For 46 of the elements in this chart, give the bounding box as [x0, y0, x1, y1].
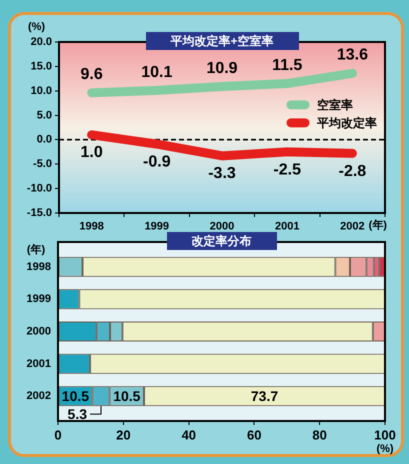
data-label: 9.6 — [80, 66, 103, 84]
data-label: 10.5 — [113, 388, 141, 404]
data-label: 10.5 — [62, 388, 90, 404]
y-tick-label: -15.0 — [26, 207, 52, 220]
legend-label: 空室率 — [317, 98, 353, 112]
y-tick-label: 20.0 — [30, 36, 52, 48]
x-axis-title: (年) — [368, 218, 388, 232]
x-tick-label: 40 — [182, 427, 196, 442]
data-label: 1.0 — [80, 144, 103, 162]
data-label: -3.3 — [208, 165, 236, 182]
y-tick-label: -10.0 — [26, 182, 52, 195]
data-label: -2.8 — [338, 162, 366, 180]
x-tick-label: 2000 — [210, 220, 234, 233]
x-tick-label: 100 — [374, 427, 396, 442]
y-axis-title: (年) — [26, 243, 46, 256]
y-tick-label: 15.0 — [30, 60, 52, 72]
x-tick-label: 2002 — [340, 220, 365, 233]
y-tick-label: 5.0 — [36, 109, 52, 122]
x-tick-label: 0 — [54, 427, 62, 442]
y-tick-label: 10.0 — [30, 84, 52, 97]
data-label: 5.3 — [68, 406, 88, 422]
chart-title: 平均改定率+空室率 — [170, 33, 274, 50]
data-label: 10.9 — [206, 60, 238, 77]
x-tick-label: 60 — [246, 427, 262, 442]
chart-title: 改定率分布 — [192, 233, 252, 250]
data-label: 13.6 — [336, 46, 368, 64]
x-axis-title: (%) — [376, 443, 394, 456]
y-tick-label: -5.0 — [33, 158, 52, 170]
data-label: 11.5 — [272, 56, 302, 74]
data-label: 10.1 — [141, 64, 172, 81]
data-label: -2.5 — [273, 161, 302, 178]
y-tick-label: 2002 — [26, 390, 51, 402]
y-tick-label: 2001 — [26, 358, 51, 370]
y-tick-label: 1999 — [26, 293, 51, 306]
x-tick-label: 1999 — [144, 220, 170, 233]
x-tick-label: 80 — [312, 427, 327, 442]
y-tick-label: 1998 — [26, 260, 51, 273]
x-tick-label: 1998 — [79, 220, 104, 233]
y-tick-label: 0.0 — [36, 134, 52, 146]
x-tick-label: 2001 — [274, 220, 300, 233]
y-tick-label: 2000 — [26, 326, 51, 338]
y-axis-title: (%) — [28, 21, 46, 34]
data-label: 73.7 — [250, 388, 278, 404]
legend-label: 平均改定率 — [316, 116, 377, 130]
x-tick-label: 20 — [116, 427, 131, 442]
data-label: -0.9 — [143, 154, 171, 171]
